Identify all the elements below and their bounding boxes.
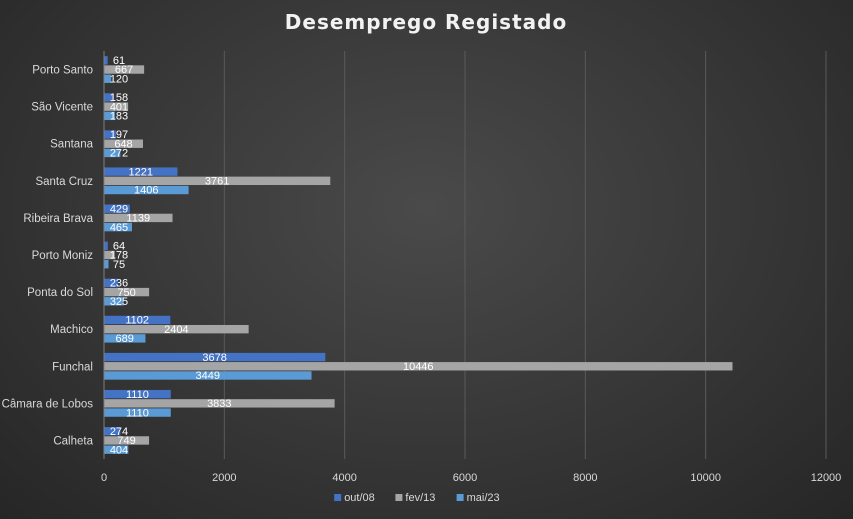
data-label: 197 <box>110 129 128 141</box>
legend-swatch <box>334 494 342 501</box>
bar <box>104 362 733 371</box>
bar <box>104 408 171 417</box>
bar <box>104 102 129 111</box>
bar <box>104 250 115 260</box>
bar <box>104 204 130 213</box>
category-label: Santana <box>50 139 93 151</box>
category-label: Calheta <box>53 435 93 447</box>
category-label: São Vicente <box>31 102 93 114</box>
data-label: 274 <box>110 426 128 438</box>
data-label: 272 <box>110 148 128 160</box>
chart-title: Desemprego Registado <box>285 10 567 34</box>
bar <box>104 334 146 343</box>
category-label: Ponta do Sol <box>27 287 93 299</box>
x-tick-label: 4000 <box>332 472 356 484</box>
x-tick-label: 12000 <box>811 472 842 484</box>
data-label: 236 <box>110 278 128 290</box>
x-tick-label: 8000 <box>573 472 597 484</box>
category-label: Câmara de Lobos <box>2 398 94 410</box>
data-label: 689 <box>116 333 134 345</box>
data-label: 1139 <box>126 213 150 225</box>
data-label: 667 <box>115 64 133 76</box>
bar <box>104 278 119 288</box>
data-label: 749 <box>117 435 135 447</box>
category-label: Machico <box>50 324 93 336</box>
bar <box>104 287 150 297</box>
legend-label: mai/23 <box>467 492 500 504</box>
bar <box>104 436 150 445</box>
data-label: 1110 <box>126 407 149 419</box>
data-label: 3833 <box>207 398 231 410</box>
bar <box>104 56 108 65</box>
data-label: 325 <box>110 296 128 308</box>
data-label: 750 <box>117 287 135 299</box>
data-label: 1221 <box>128 166 152 178</box>
category-label: Funchal <box>52 361 93 373</box>
bar <box>104 427 121 436</box>
bar <box>104 213 173 223</box>
bar <box>104 93 114 102</box>
x-tick-label: 6000 <box>453 472 477 484</box>
x-tick-label: 10000 <box>690 472 721 484</box>
bar <box>104 176 331 186</box>
bar <box>104 371 312 380</box>
bar <box>104 74 112 83</box>
bar <box>104 139 143 148</box>
data-label: 120 <box>110 73 128 85</box>
data-label: 1406 <box>134 185 158 197</box>
data-label: 429 <box>110 203 128 215</box>
data-label: 61 <box>113 55 125 67</box>
bar <box>104 65 145 74</box>
legend-swatch <box>456 494 464 501</box>
category-label: Porto Moniz <box>32 250 94 262</box>
bar <box>104 352 326 362</box>
bar <box>104 241 108 250</box>
bar <box>104 222 132 232</box>
data-label: 183 <box>110 111 128 123</box>
data-label: 75 <box>113 259 125 271</box>
legend: out/08 fev/13 mai/23 <box>334 492 500 504</box>
axes: 0 2000 4000 6000 8000 10000 12000 Calheta Câmara… <box>2 51 842 484</box>
x-tick-label: 2000 <box>212 472 236 484</box>
data-label: 64 <box>113 241 125 253</box>
legend-label: out/08 <box>344 492 375 504</box>
data-label: 3761 <box>205 176 229 188</box>
bar <box>104 148 121 158</box>
data-label: 2404 <box>164 324 188 336</box>
bar <box>104 445 129 454</box>
data-label: 1102 <box>125 315 149 327</box>
legend-label: fev/13 <box>405 492 435 504</box>
bar <box>104 167 178 176</box>
data-label: 404 <box>110 444 128 456</box>
bar <box>104 111 116 121</box>
category-label: Ribeira Brava <box>23 213 93 225</box>
bar <box>104 260 109 269</box>
x-tick-label: 0 <box>101 472 107 484</box>
bar <box>104 297 124 306</box>
data-label: 10446 <box>403 361 434 373</box>
bar <box>104 399 335 408</box>
category-label: Porto Santo <box>32 65 93 77</box>
data-label: 648 <box>114 138 132 150</box>
legend-swatch <box>395 494 403 501</box>
data-label: 178 <box>110 250 128 262</box>
bar <box>104 324 249 334</box>
data-label: 3449 <box>196 370 220 382</box>
bar <box>104 185 189 195</box>
data-label: 158 <box>110 92 128 104</box>
bar <box>104 315 171 325</box>
bar <box>104 130 116 139</box>
category-label: Santa Cruz <box>35 176 93 188</box>
data-label: 401 <box>110 101 128 113</box>
data-label: 1110 <box>126 389 149 401</box>
data-label: 465 <box>110 222 128 234</box>
gridlines <box>223 51 827 459</box>
bars <box>104 56 733 454</box>
data-label: 3678 <box>202 352 226 364</box>
bar <box>104 389 171 399</box>
